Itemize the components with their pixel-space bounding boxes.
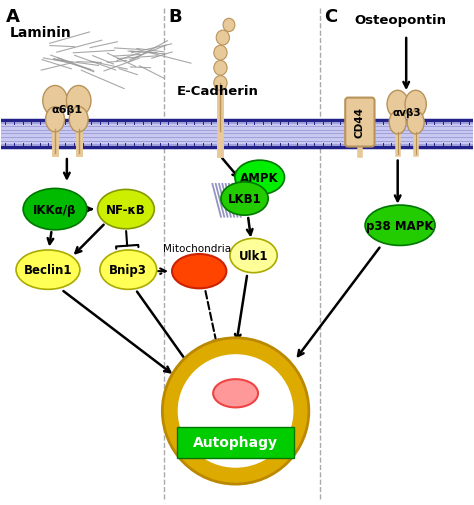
Ellipse shape — [43, 86, 67, 117]
Ellipse shape — [407, 112, 424, 135]
Text: αvβ3: αvβ3 — [392, 108, 421, 118]
Text: p38 MAPK: p38 MAPK — [366, 219, 434, 232]
Ellipse shape — [178, 355, 293, 468]
Ellipse shape — [98, 190, 155, 229]
FancyBboxPatch shape — [176, 427, 294, 458]
Ellipse shape — [172, 255, 227, 289]
Ellipse shape — [162, 338, 309, 484]
Ellipse shape — [216, 31, 229, 46]
Ellipse shape — [23, 189, 87, 230]
Ellipse shape — [405, 91, 426, 119]
Ellipse shape — [235, 161, 284, 195]
Ellipse shape — [365, 206, 435, 246]
Ellipse shape — [46, 108, 64, 133]
Text: LKB1: LKB1 — [228, 192, 262, 206]
Ellipse shape — [69, 108, 88, 133]
Ellipse shape — [221, 182, 268, 216]
Ellipse shape — [223, 19, 235, 32]
Text: CD44: CD44 — [355, 107, 365, 138]
Text: Ulk1: Ulk1 — [239, 249, 268, 263]
Text: α6β1: α6β1 — [51, 105, 82, 115]
Text: B: B — [168, 8, 182, 26]
Text: Mitochondria: Mitochondria — [163, 243, 231, 254]
FancyBboxPatch shape — [345, 98, 374, 147]
Text: AMPK: AMPK — [240, 172, 279, 184]
Ellipse shape — [214, 61, 227, 76]
Ellipse shape — [100, 250, 156, 290]
Text: IKKα/β: IKKα/β — [33, 203, 77, 216]
Ellipse shape — [389, 112, 406, 135]
Ellipse shape — [16, 250, 80, 290]
Ellipse shape — [213, 379, 258, 408]
Ellipse shape — [66, 86, 91, 117]
Text: E-Cadherin: E-Cadherin — [177, 85, 259, 98]
Text: Bnip3: Bnip3 — [109, 264, 147, 277]
Text: C: C — [324, 8, 337, 26]
Ellipse shape — [230, 239, 277, 273]
Bar — [0, 120, 474, 148]
Ellipse shape — [387, 91, 408, 119]
Text: Laminin: Laminin — [10, 26, 72, 40]
Text: A: A — [5, 8, 19, 26]
Text: Osteopontin: Osteopontin — [354, 14, 446, 27]
Text: Autophagy: Autophagy — [192, 435, 278, 449]
Text: NF-κB: NF-κB — [106, 203, 146, 216]
Ellipse shape — [214, 46, 227, 61]
Text: Beclin1: Beclin1 — [24, 264, 72, 277]
Ellipse shape — [214, 76, 227, 91]
